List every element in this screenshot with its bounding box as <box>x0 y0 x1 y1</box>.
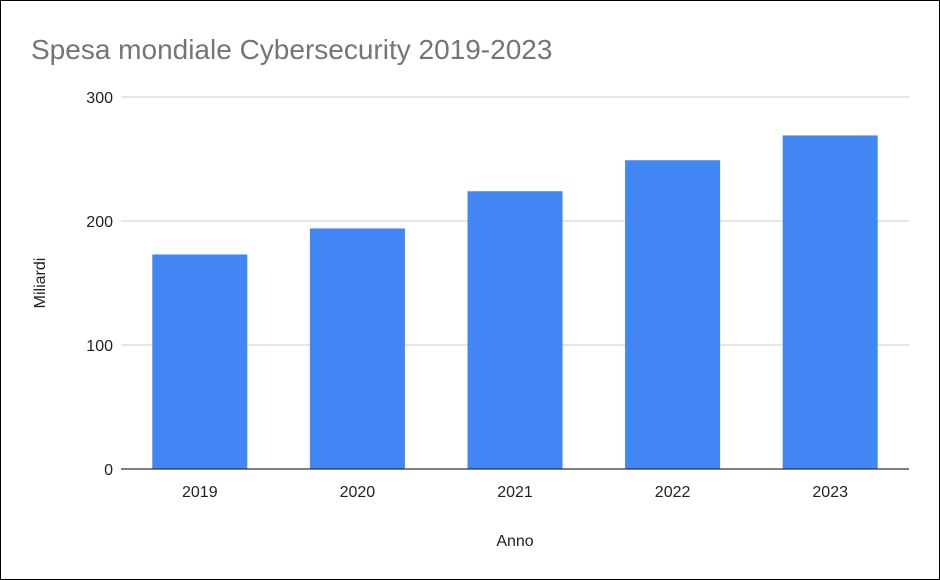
y-tick-label: 0 <box>104 462 113 479</box>
bar-2019 <box>152 254 248 469</box>
bar-2022 <box>625 160 721 470</box>
y-tick-label: 100 <box>86 338 113 355</box>
y-axis-ticks: 0 100 200 300 <box>86 90 113 479</box>
x-tick-label: 2022 <box>655 484 691 501</box>
x-axis-label: Anno <box>496 533 533 550</box>
bar-2021 <box>467 191 563 470</box>
x-tick-label: 2020 <box>340 484 376 501</box>
y-tick-label: 200 <box>86 214 113 231</box>
x-axis-ticks: 2019 2020 2021 2022 2023 <box>182 484 848 501</box>
x-tick-label: 2023 <box>812 484 848 501</box>
x-tick-label: 2021 <box>497 484 533 501</box>
bar-2020 <box>309 228 405 469</box>
bar-2023 <box>782 135 878 469</box>
bars <box>152 135 878 470</box>
y-axis-label: Miliardi <box>32 258 49 309</box>
x-tick-label: 2019 <box>182 484 218 501</box>
chart-title: Spesa mondiale Cybersecurity 2019-2023 <box>31 34 552 65</box>
y-tick-label: 300 <box>86 90 113 107</box>
